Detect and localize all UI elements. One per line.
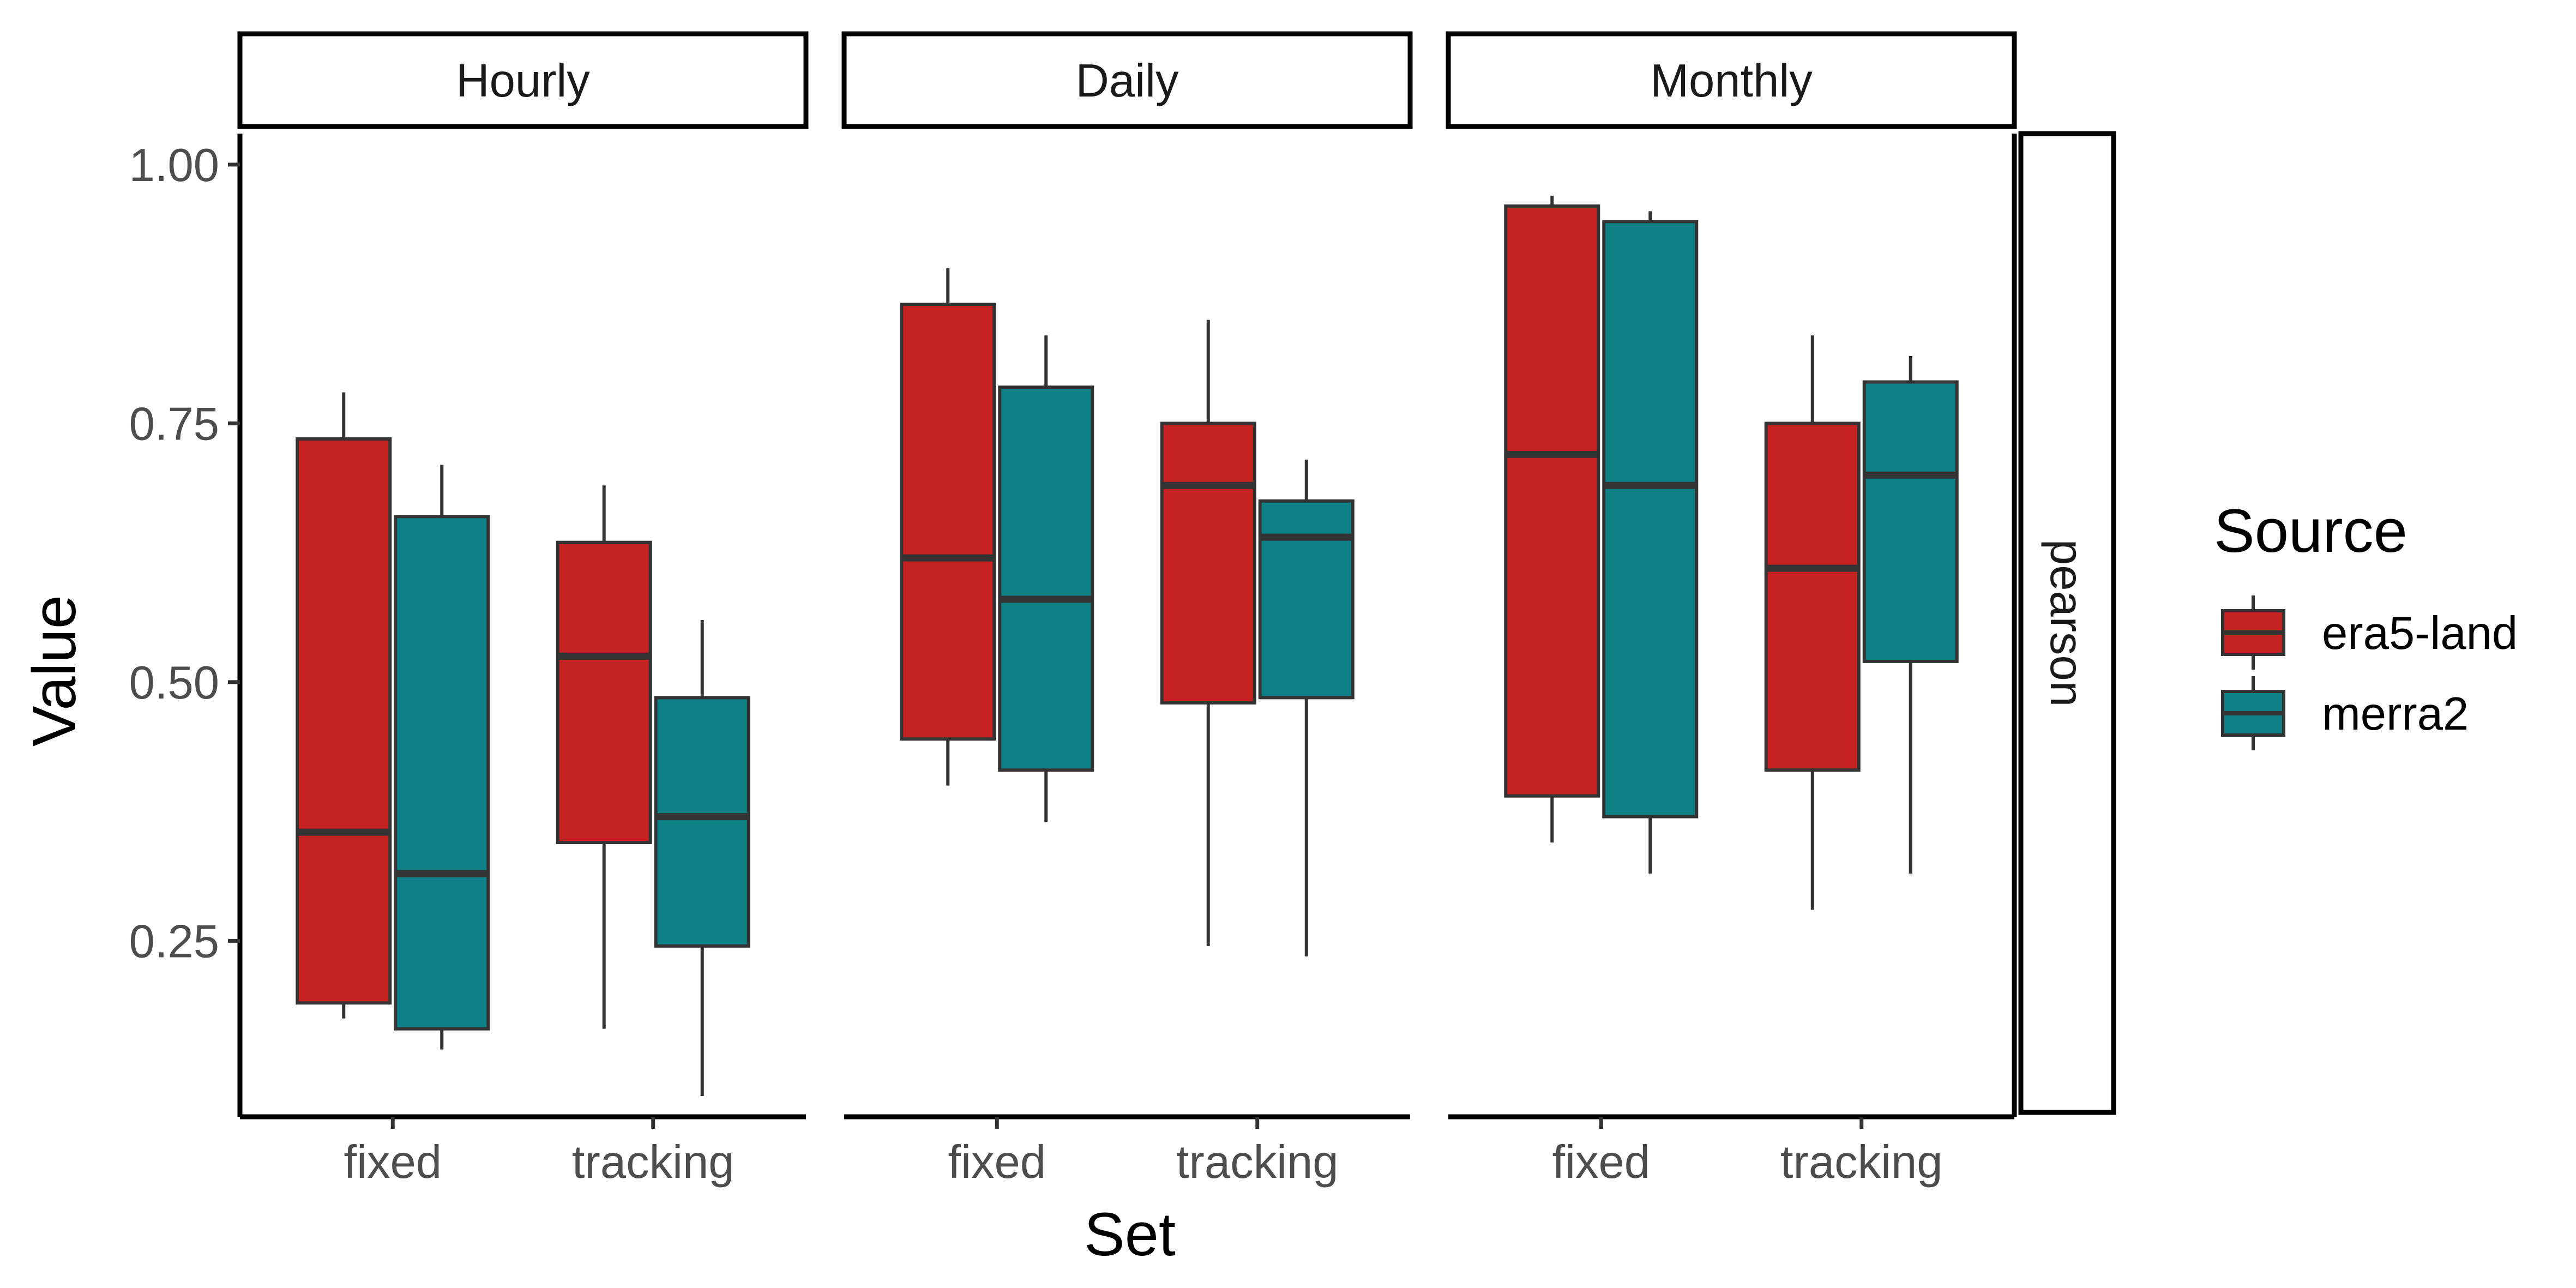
facet-strip-label-hourly: Hourly bbox=[456, 55, 590, 107]
legend: Source era5-land merra2 bbox=[2214, 497, 2518, 750]
plot-area: Hourly Daily Monthly pearson bbox=[237, 31, 2116, 1115]
box-era5-land-daily-fixed bbox=[900, 268, 996, 786]
y-tick-label: 0.75 bbox=[129, 398, 219, 450]
axis-layer: 0.25 0.50 0.75 1.00 fixed tracking fixed tracki… bbox=[129, 134, 2017, 1188]
box-era5-land-daily-tracking bbox=[1160, 320, 1256, 946]
box-body bbox=[556, 540, 652, 845]
row-strip bbox=[2018, 131, 2116, 1115]
box-era5-land-monthly-fixed bbox=[1504, 195, 1600, 843]
box-body bbox=[1862, 380, 1959, 663]
box-body bbox=[1160, 422, 1256, 705]
x-tick-label-tracking: tracking bbox=[572, 1136, 735, 1188]
x-tick-label-tracking: tracking bbox=[1780, 1136, 1943, 1188]
legend-key-era5-land bbox=[2221, 595, 2285, 670]
box-era5-land-hourly-fixed bbox=[296, 392, 392, 1019]
legend-label-era5-land: era5-land bbox=[2322, 607, 2518, 659]
facet-strip-daily bbox=[841, 31, 1413, 129]
x-axis-title: Set bbox=[1084, 1200, 1176, 1268]
legend-title: Source bbox=[2214, 497, 2408, 565]
box-body bbox=[1258, 499, 1355, 700]
y-axis-title: Value bbox=[20, 595, 88, 747]
y-tick-label: 1.00 bbox=[129, 140, 219, 191]
box-merra2-hourly-tracking bbox=[654, 620, 750, 1097]
legend-label-merra2: merra2 bbox=[2322, 688, 2469, 740]
box-merra2-daily-tracking bbox=[1258, 459, 1355, 956]
box-era5-land-hourly-tracking bbox=[556, 485, 652, 1029]
box-body bbox=[998, 385, 1094, 772]
x-tick-label-tracking: tracking bbox=[1176, 1136, 1339, 1188]
box-body bbox=[394, 515, 490, 1031]
facet-strip-hourly bbox=[237, 31, 809, 129]
box-era5-land-monthly-tracking bbox=[1764, 335, 1861, 910]
box-body bbox=[654, 696, 750, 948]
box-merra2-daily-fixed bbox=[998, 335, 1094, 822]
x-tick-label-fixed: fixed bbox=[1552, 1136, 1650, 1188]
facet-strip-label-daily: Daily bbox=[1076, 55, 1179, 107]
box-body bbox=[900, 303, 996, 741]
box-merra2-monthly-fixed bbox=[1602, 211, 1699, 874]
box-layer bbox=[296, 195, 1959, 1097]
box-body bbox=[296, 437, 392, 1005]
x-tick-label-fixed: fixed bbox=[344, 1136, 442, 1188]
box-body bbox=[1602, 220, 1699, 818]
facet-strip-monthly bbox=[1446, 31, 2017, 129]
y-tick-label: 0.25 bbox=[129, 916, 219, 967]
row-strip-label: pearson bbox=[2041, 539, 2092, 707]
y-tick-label: 0.50 bbox=[129, 657, 219, 709]
legend-keys bbox=[2221, 595, 2285, 750]
box-body bbox=[1764, 422, 1861, 772]
facet-strip-label-monthly: Monthly bbox=[1650, 55, 1813, 107]
box-body bbox=[1504, 204, 1600, 798]
legend-key-merra2 bbox=[2221, 676, 2285, 750]
box-merra2-hourly-fixed bbox=[394, 465, 490, 1050]
x-tick-label-fixed: fixed bbox=[948, 1136, 1046, 1188]
box-merra2-monthly-tracking bbox=[1862, 356, 1959, 874]
